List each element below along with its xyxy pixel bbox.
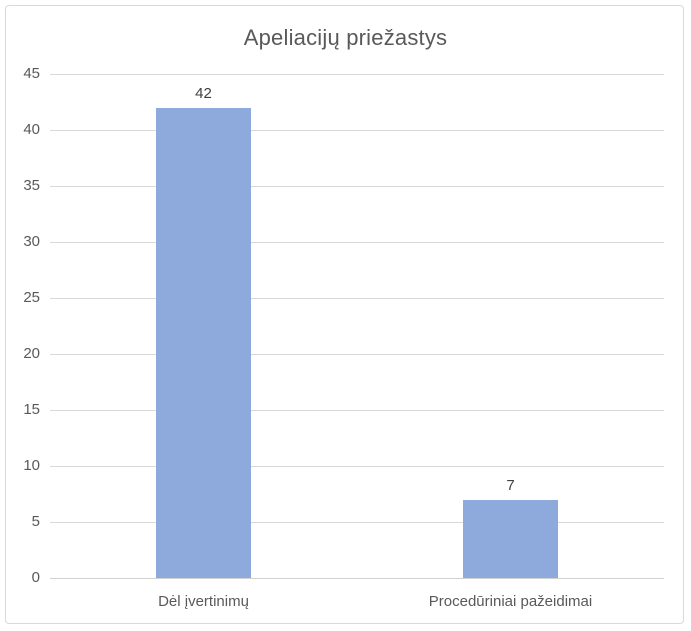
- y-tick-label-0: 0: [31, 569, 40, 586]
- x-category-label-1: Dėl įvertinimų: [158, 593, 249, 610]
- chart-frame[interactable]: [5, 5, 684, 624]
- gridline-y-20: [50, 353, 664, 355]
- gridline-y-45: [50, 73, 664, 75]
- x-axis-line: [50, 577, 664, 579]
- chart-title[interactable]: Apeliacijų priežastys: [243, 25, 448, 50]
- y-tick-label-5: 5: [31, 513, 40, 530]
- y-tick-label-10: 10: [23, 457, 40, 474]
- y-tick-label-45: 45: [23, 65, 40, 82]
- bar-1[interactable]: [156, 108, 251, 578]
- bar-2[interactable]: [463, 500, 558, 578]
- gridline-y-10: [50, 465, 664, 467]
- data-label-1: 42: [195, 85, 212, 102]
- gridline-y-5: [50, 521, 664, 523]
- gridline-y-40: [50, 129, 664, 131]
- gridline-y-35: [50, 185, 664, 187]
- gridline-y-15: [50, 409, 664, 411]
- y-tick-label-40: 40: [23, 121, 40, 138]
- y-tick-label-15: 15: [23, 401, 40, 418]
- y-tick-label-30: 30: [23, 233, 40, 250]
- y-tick-label-25: 25: [23, 289, 40, 306]
- gridline-y-25: [50, 297, 664, 299]
- y-tick-label-35: 35: [23, 177, 40, 194]
- gridline-y-30: [50, 241, 664, 243]
- y-tick-label-20: 20: [23, 345, 40, 362]
- data-label-2: 7: [506, 477, 515, 494]
- x-category-label-2: Procedūriniai pažeidimai: [428, 593, 593, 610]
